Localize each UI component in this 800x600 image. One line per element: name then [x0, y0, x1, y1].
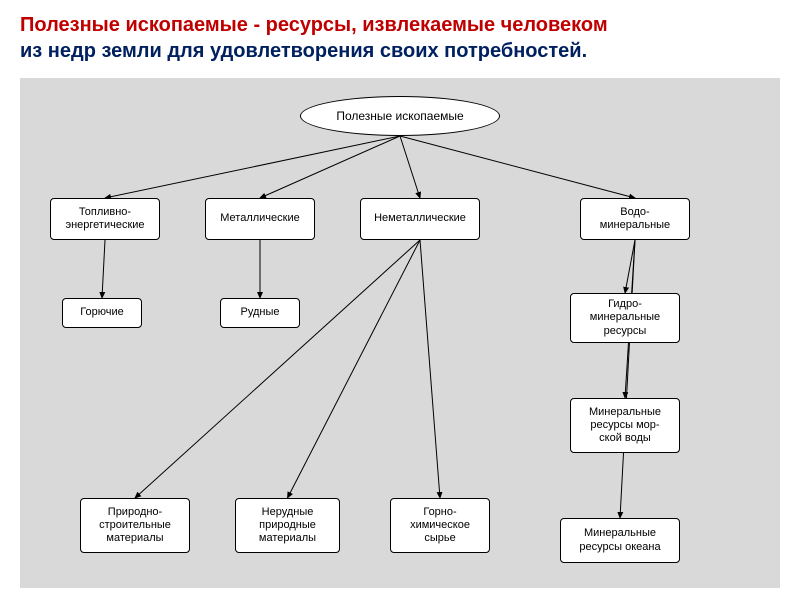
- node-metal: Металлические: [205, 198, 315, 240]
- node-ocean: Минеральныересурсы океана: [560, 518, 680, 563]
- node-label-nonmet: Неметаллические: [374, 212, 466, 225]
- node-root: Полезные ископаемые: [300, 96, 500, 136]
- node-build: Природно-строительныематериалы: [80, 498, 190, 553]
- diagram-area: Полезные ископаемые Топливно-энергетическ…: [20, 78, 780, 588]
- node-label-root: Полезные ископаемые: [336, 109, 463, 123]
- node-label-fuel: Топливно-энергетические: [65, 206, 144, 232]
- node-label-water: Водо-минеральные: [600, 206, 670, 232]
- edge-root-nonmet: [400, 136, 420, 198]
- edge-water-ocean: [620, 240, 635, 518]
- header-line2: из недр земли для удовлетворения своих п…: [20, 38, 780, 64]
- node-nonmet: Неметаллические: [360, 198, 480, 240]
- edge-root-metal: [260, 136, 400, 198]
- node-label-chem: Горно-химическоесырье: [410, 506, 470, 546]
- edge-nonmet-chem: [420, 240, 440, 498]
- edge-nonmet-nonore: [288, 240, 421, 498]
- header-line1: Полезные ископаемые - ресурсы, извлекаем…: [20, 12, 780, 38]
- node-label-metal: Металлические: [220, 212, 299, 225]
- edge-nonmet-build: [135, 240, 420, 498]
- node-label-hydro: Гидро-минеральныересурсы: [590, 298, 660, 338]
- node-label-nonore: Нерудныеприродныематериалы: [259, 506, 316, 546]
- edge-water-hydro: [625, 240, 635, 293]
- header-block: Полезные ископаемые - ресурсы, извлекаем…: [0, 0, 800, 72]
- edge-root-fuel: [105, 136, 400, 198]
- node-water: Водо-минеральные: [580, 198, 690, 240]
- node-hydro: Гидро-минеральныересурсы: [570, 293, 680, 343]
- node-label-build: Природно-строительныематериалы: [99, 506, 171, 546]
- edge-fuel-comb: [102, 240, 105, 298]
- node-chem: Горно-химическоесырье: [390, 498, 490, 553]
- node-label-ocean: Минеральныересурсы океана: [579, 527, 660, 553]
- node-comb: Горючие: [62, 298, 142, 328]
- node-ore: Рудные: [220, 298, 300, 328]
- node-label-ore: Рудные: [241, 306, 280, 319]
- node-sea: Минеральныересурсы мор-ской воды: [570, 398, 680, 453]
- node-label-comb: Горючие: [80, 306, 123, 319]
- node-nonore: Нерудныеприродныематериалы: [235, 498, 340, 553]
- node-fuel: Топливно-энергетические: [50, 198, 160, 240]
- edge-root-water: [400, 136, 635, 198]
- node-label-sea: Минеральныересурсы мор-ской воды: [589, 406, 661, 446]
